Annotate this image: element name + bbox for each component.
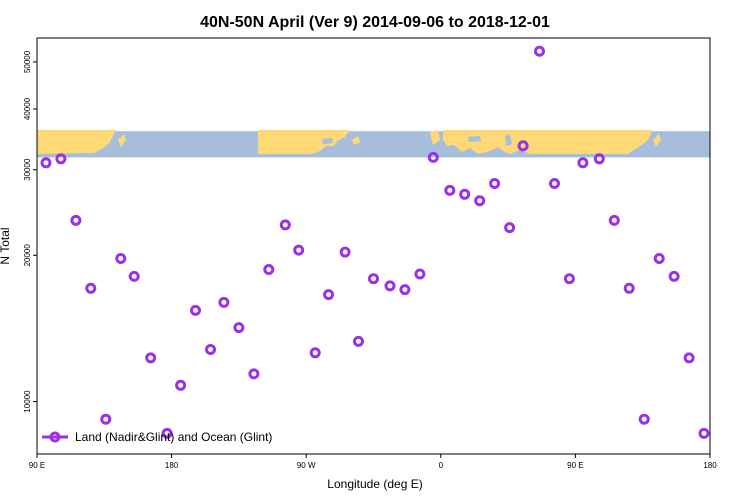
map-land (37, 130, 661, 154)
data-point (218, 296, 230, 308)
data-point (339, 246, 351, 258)
data-point (698, 427, 710, 439)
x-tick-label: 0 (439, 461, 444, 470)
data-point (161, 427, 173, 439)
data-point (55, 153, 67, 165)
data-point (70, 214, 82, 226)
data-point (593, 153, 605, 165)
data-point (100, 413, 112, 425)
data-point (474, 195, 486, 207)
land-japan-2 (653, 134, 661, 147)
data-point (683, 352, 695, 364)
data-point (414, 268, 426, 280)
data-point (563, 273, 575, 285)
y-axis-label: N Total (0, 227, 12, 264)
data-point (145, 352, 157, 364)
data-point (399, 284, 411, 296)
x-tick-label: 180 (165, 461, 179, 470)
data-point (608, 214, 620, 226)
land-britain (430, 130, 440, 145)
legend-marker (49, 431, 61, 443)
data-point (444, 184, 456, 196)
lake-caspian (505, 134, 512, 146)
plot-frame (36, 37, 711, 455)
data-point (549, 178, 560, 189)
world-map-band (37, 130, 710, 158)
data-point (323, 289, 335, 301)
chart-title: 40N-50N April (Ver 9) 2014-09-06 to 2018… (200, 14, 550, 31)
data-point (384, 280, 396, 292)
data-point (653, 253, 665, 264)
legend: Land (Nadir&Glint) and Ocean (Glint) (42, 430, 272, 444)
data-point (263, 264, 275, 275)
y-tick-label: 10000 (23, 390, 32, 413)
data-point (85, 282, 97, 294)
data-point (623, 282, 635, 294)
land-eurasia (443, 130, 652, 154)
y-tick-label: 40000 (23, 97, 32, 120)
data-point (205, 344, 216, 355)
data-point (40, 157, 52, 169)
data-point (489, 178, 501, 189)
y-tick-label: 30000 (23, 158, 32, 181)
y-axis: 10000 20000 30000 40000 50000 (23, 50, 37, 413)
legend-label: Land (Nadir&Glint) and Ocean (Glint) (75, 430, 272, 444)
x-tick-label: 90 E (567, 461, 583, 470)
land-north-america (258, 130, 350, 154)
data-point (668, 270, 680, 282)
x-tick-label: 180 (703, 461, 717, 470)
data-point (309, 347, 321, 359)
data-point (190, 304, 201, 316)
data-point (128, 270, 140, 282)
lake-black-sea (468, 136, 481, 142)
data-point (638, 413, 650, 425)
x-axis-label: Longitude (deg E) (327, 477, 422, 491)
map-lakes (322, 134, 512, 146)
data-point (248, 368, 260, 380)
data-point (577, 157, 589, 169)
x-tick-label: 90 E (29, 461, 45, 470)
data-point (175, 379, 187, 391)
y-tick-label: 20000 (23, 244, 32, 267)
data-point (353, 335, 364, 347)
data-point (368, 273, 379, 285)
x-axis: 90 E 180 90 W 0 90 E 180 (29, 454, 717, 470)
data-point (504, 222, 516, 234)
lake-great-lakes (322, 138, 333, 144)
data-point (534, 45, 545, 57)
x-tick-label: 90 W (297, 461, 316, 470)
data-point (115, 253, 127, 264)
data-points (40, 45, 710, 439)
data-point (279, 219, 291, 231)
land-japan (118, 134, 126, 147)
data-point (427, 151, 439, 163)
land-newfoundland (352, 136, 360, 145)
data-point (233, 322, 245, 334)
data-point (459, 188, 471, 200)
data-point (517, 140, 529, 152)
land-asia (37, 130, 116, 154)
y-tick-label: 50000 (23, 50, 32, 73)
data-point (293, 244, 305, 256)
